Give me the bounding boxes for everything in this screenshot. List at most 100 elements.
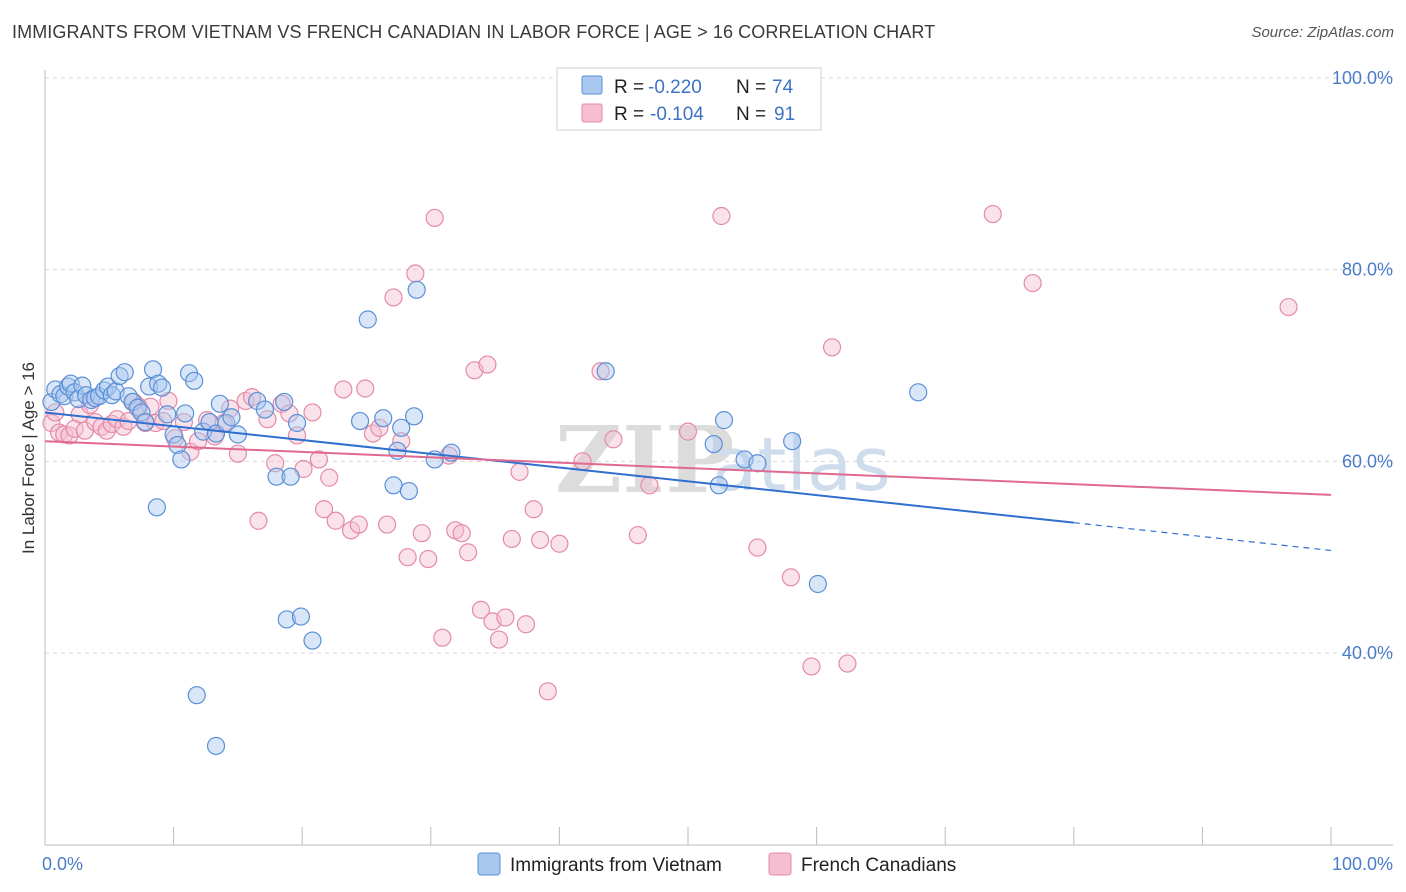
- french-canadian-point-88: [822, 338, 842, 357]
- french-canadian-point-58: [419, 549, 438, 569]
- french-canadian-point-75: [531, 530, 550, 550]
- french-canadian-point-89: [838, 654, 857, 673]
- vietnam-point-45: [275, 392, 294, 412]
- vietnam-point-34: [185, 371, 204, 390]
- vietnam-point-32: [176, 404, 195, 423]
- french-canadian-point-26: [188, 432, 208, 451]
- french-canadian-point-48: [349, 515, 368, 534]
- bottom-legend-label-pink: French Canadians: [801, 855, 956, 876]
- vietnam-point-46: [281, 467, 300, 486]
- vietnam-point-48: [277, 610, 296, 629]
- french-canadian-point-63: [452, 524, 471, 543]
- french-canadian-point-44: [320, 468, 339, 487]
- series-legend: Immigrants from Vietnam French Canadians: [477, 852, 956, 876]
- vietnam-point-70: [748, 454, 767, 473]
- x-ticks: [173, 827, 1332, 845]
- vietnam-point-53: [206, 736, 226, 756]
- vietnam-point-40: [222, 408, 241, 427]
- y-axis-label: In Labor Force | Age > 16: [19, 362, 38, 554]
- french-canadian-point-38: [280, 404, 299, 423]
- french-canadian-point-41: [303, 403, 322, 422]
- y-tick-label-80: 80.0%: [1342, 260, 1393, 280]
- french-canadian-point-51: [370, 418, 389, 437]
- french-canadian-point-73: [516, 615, 536, 634]
- french-canadian-point-43: [314, 500, 334, 519]
- french-canadian-point-92: [1279, 297, 1298, 317]
- trend-line-french-canadians: [44, 440, 1332, 496]
- french-canadian-point-82: [640, 476, 659, 495]
- french-canadian-point-64: [458, 543, 478, 562]
- french-canadian-point-34: [249, 511, 268, 530]
- vietnam-point-65: [596, 362, 615, 381]
- vietnam-point-51: [147, 498, 166, 517]
- vietnam-point-27: [152, 378, 172, 397]
- french-canadian-point-77: [550, 534, 569, 553]
- french-canadian-point-67: [478, 355, 497, 374]
- vietnam-point-20: [123, 392, 142, 412]
- vietnam-point-8: [73, 376, 92, 395]
- watermark: ZIP atlas: [555, 406, 891, 514]
- bottom-legend-label-blue: Immigrants from Vietnam: [510, 855, 722, 876]
- vietnam-point-72: [808, 574, 827, 594]
- vietnam-point-22: [132, 403, 151, 422]
- vietnam-point-60: [399, 481, 419, 501]
- vietnam-point-30: [168, 435, 187, 455]
- french-canadian-point-37: [272, 394, 291, 413]
- vietnam-point-55: [358, 310, 377, 329]
- french-canadian-point-36: [266, 454, 285, 473]
- french-canadian-point-42: [309, 450, 329, 469]
- gridlines: [45, 77, 1393, 654]
- french-canadian-point-79: [591, 362, 610, 381]
- french-canadian-point-31: [228, 444, 247, 463]
- legend-n-label-pink: N =: [736, 104, 766, 125]
- axes: [44, 70, 1393, 846]
- y-tick-label-40: 40.0%: [1342, 643, 1393, 663]
- legend-swatch-pink: [581, 103, 603, 123]
- french-canadian-point-91: [1023, 273, 1042, 293]
- y-tick-label-100: 100.0%: [1332, 68, 1393, 88]
- vietnam-point-61: [404, 407, 424, 426]
- french-canadian-point-45: [326, 511, 345, 530]
- french-canadian-point-86: [781, 568, 800, 587]
- french-canadian-point-74: [524, 500, 543, 519]
- vietnam-point-62: [407, 280, 426, 299]
- vietnam-point-43: [255, 400, 275, 419]
- vietnam-point-50: [303, 631, 322, 650]
- legend-r-label-pink: R =: [614, 104, 644, 125]
- trend-line-vietnam: [44, 411, 1074, 524]
- series-immigrants-from-vietnam: [42, 280, 928, 756]
- french-canadian-point-14: [114, 417, 133, 436]
- french-canadian-point-46: [334, 380, 353, 399]
- french-canadian-point-78: [573, 452, 592, 471]
- correlation-legend: R = -0.220 N = 74 R = -0.104 N = 91: [556, 67, 822, 131]
- french-canadian-point-69: [489, 630, 509, 649]
- french-canadian-point-76: [538, 682, 557, 701]
- vietnam-point-38: [210, 394, 229, 413]
- legend-r-label-blue: R =: [614, 77, 644, 98]
- vietnam-point-58: [392, 418, 411, 437]
- legend-r-value-blue: -0.220: [648, 77, 702, 98]
- x-tick-label-min: 0.0%: [42, 854, 83, 874]
- vietnam-point-54: [350, 411, 370, 431]
- vietnam-point-25: [143, 360, 163, 379]
- vietnam-point-18: [115, 363, 134, 382]
- french-canadian-point-71: [502, 529, 521, 549]
- y-tick-label-60: 60.0%: [1342, 451, 1393, 471]
- french-canadian-point-55: [398, 548, 417, 567]
- french-canadian-point-0: [42, 413, 61, 433]
- french-canadian-point-83: [678, 422, 698, 441]
- french-canadian-point-81: [628, 526, 647, 545]
- y-tick-labels: 40.0% 60.0% 80.0% 100.0%: [1332, 68, 1393, 663]
- legend-n-label-blue: N =: [736, 77, 766, 98]
- vietnam-point-47: [287, 413, 307, 433]
- vietnam-point-57: [384, 476, 403, 495]
- french-canadian-point-53: [384, 288, 403, 307]
- french-canadian-point-85: [748, 538, 767, 557]
- french-canadian-point-70: [496, 608, 515, 627]
- vietnam-point-56: [374, 409, 393, 428]
- legend-r-value-pink: -0.104: [650, 104, 704, 125]
- french-canadian-point-87: [802, 657, 821, 676]
- vietnam-point-28: [158, 405, 177, 424]
- french-canadian-point-49: [356, 379, 375, 398]
